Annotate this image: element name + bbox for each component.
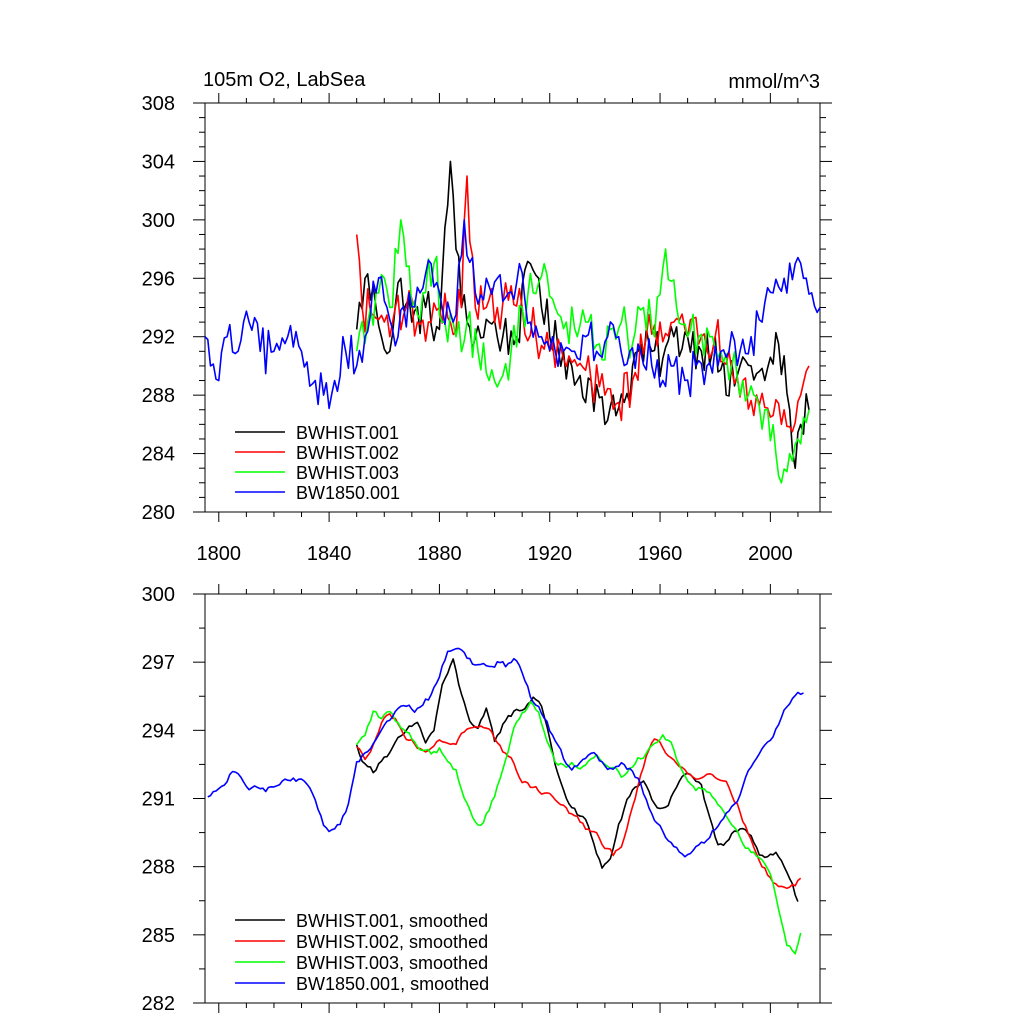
series-line-bwhist-002: [355, 175, 810, 433]
x-tick-label: 1960: [638, 543, 683, 565]
bottom-chart: 282 285 288 291 294 297 300: [142, 584, 832, 1015]
bottom-legend: BWHIST.001, smoothed BWHIST.002, smoothe…: [235, 911, 489, 994]
y-tick-label: 304: [142, 151, 175, 173]
y-tick-label: 296: [142, 268, 175, 290]
y-tick-label: 285: [142, 925, 175, 947]
top-legend: BWHIST.001 BWHIST.002 BWHIST.003 BW1850.…: [235, 423, 400, 503]
legend-label-bwhist-003-smoothed: BWHIST.003, smoothed: [296, 953, 488, 973]
y-tick-label: 280: [142, 502, 175, 524]
y-tick-label: 300: [142, 210, 175, 232]
series-line-bwhist-002-smoothed: [356, 713, 802, 890]
series-line-bwhist-003: [355, 219, 810, 484]
legend-label-bw1850-001: BW1850.001: [296, 483, 400, 503]
legend-label-bwhist-002: BWHIST.002: [296, 443, 399, 463]
legend-label-bwhist-002-smoothed: BWHIST.002, smoothed: [296, 932, 488, 952]
y-tick-label: 284: [142, 444, 175, 466]
y-tick-label: 288: [142, 857, 175, 879]
y-tick-label: 300: [142, 584, 175, 606]
x-tick-label: 2000: [748, 543, 793, 565]
y-tick-label: 308: [142, 93, 175, 115]
y-tick-label: 294: [142, 720, 175, 742]
series-line-bw1850-001-smoothed: [207, 647, 804, 858]
top-chart: 1800 1840 1880 1920 1960 2000 280 284 288 292 296 3…: [142, 93, 832, 565]
y-tick-label: 288: [142, 385, 175, 407]
x-tick-label: 1920: [527, 543, 572, 565]
legend-label-bwhist-001: BWHIST.001: [296, 423, 399, 443]
legend-label-bw1850-001-smoothed: BW1850.001, smoothed: [296, 974, 489, 994]
legend-label-bwhist-003: BWHIST.003: [296, 463, 399, 483]
legend-label-bwhist-001-smoothed: BWHIST.001, smoothed: [296, 911, 488, 931]
series-line-bwhist-001-smoothed: [355, 658, 799, 902]
x-tick-label: 1800: [197, 543, 242, 565]
y-tick-label: 297: [142, 652, 175, 674]
x-tick-label: 1840: [307, 543, 352, 565]
series-line-bw1850-001: [204, 219, 821, 410]
y-tick-label: 292: [142, 327, 175, 349]
series-line-bwhist-001: [355, 160, 810, 470]
y-tick-label: 282: [142, 993, 175, 1015]
y-tick-label: 291: [142, 789, 175, 811]
x-tick-label: 1880: [417, 543, 462, 565]
chart-title: 105m O2, LabSea: [203, 69, 366, 91]
units-label: mmol/m^3: [728, 71, 820, 93]
series-line-bwhist-003-smoothed: [356, 701, 802, 955]
